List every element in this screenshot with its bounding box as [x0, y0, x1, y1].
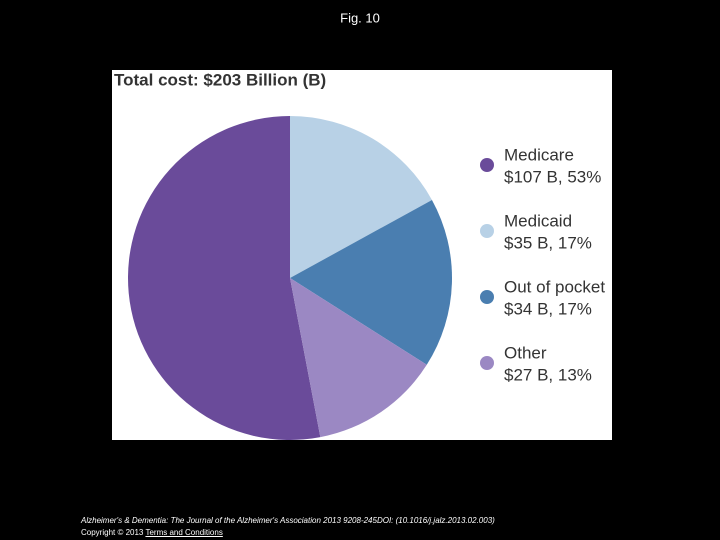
copyright: Copyright © 2013	[81, 528, 144, 537]
citation: Alzheimer's & Dementia: The Journal of t…	[81, 516, 495, 525]
legend-marker	[480, 158, 494, 172]
pie: Medicare $107 B, 53% Medicaid $35 B, 17% Out…	[127, 116, 605, 440]
value-label: $27 B, 13%	[504, 365, 592, 384]
pie-slice	[127, 116, 321, 440]
legend-marker	[480, 290, 494, 304]
legend-marker	[480, 356, 494, 370]
legend-label: Other	[504, 343, 547, 362]
chart-title: Total cost: $203 Billion (B)	[114, 70, 326, 89]
legend-marker	[480, 224, 494, 238]
pie-slice	[290, 278, 427, 438]
pie-slice	[290, 116, 432, 278]
value-label: $35 B, 17%	[504, 233, 592, 252]
terms-link[interactable]: Terms and Conditions	[145, 528, 223, 537]
legend-label: Medicaid	[504, 211, 572, 230]
value-label: $34 B, 17%	[504, 299, 592, 318]
pie-slice	[290, 199, 452, 365]
copyright-line: Copyright © 2013 Terms and Conditions	[81, 528, 223, 537]
legend-label: Out of pocket	[504, 277, 605, 296]
slide-title: Fig. 10	[340, 10, 380, 25]
value-label: $107 B, 53%	[504, 167, 601, 186]
legend-label: Medicare	[504, 145, 574, 164]
